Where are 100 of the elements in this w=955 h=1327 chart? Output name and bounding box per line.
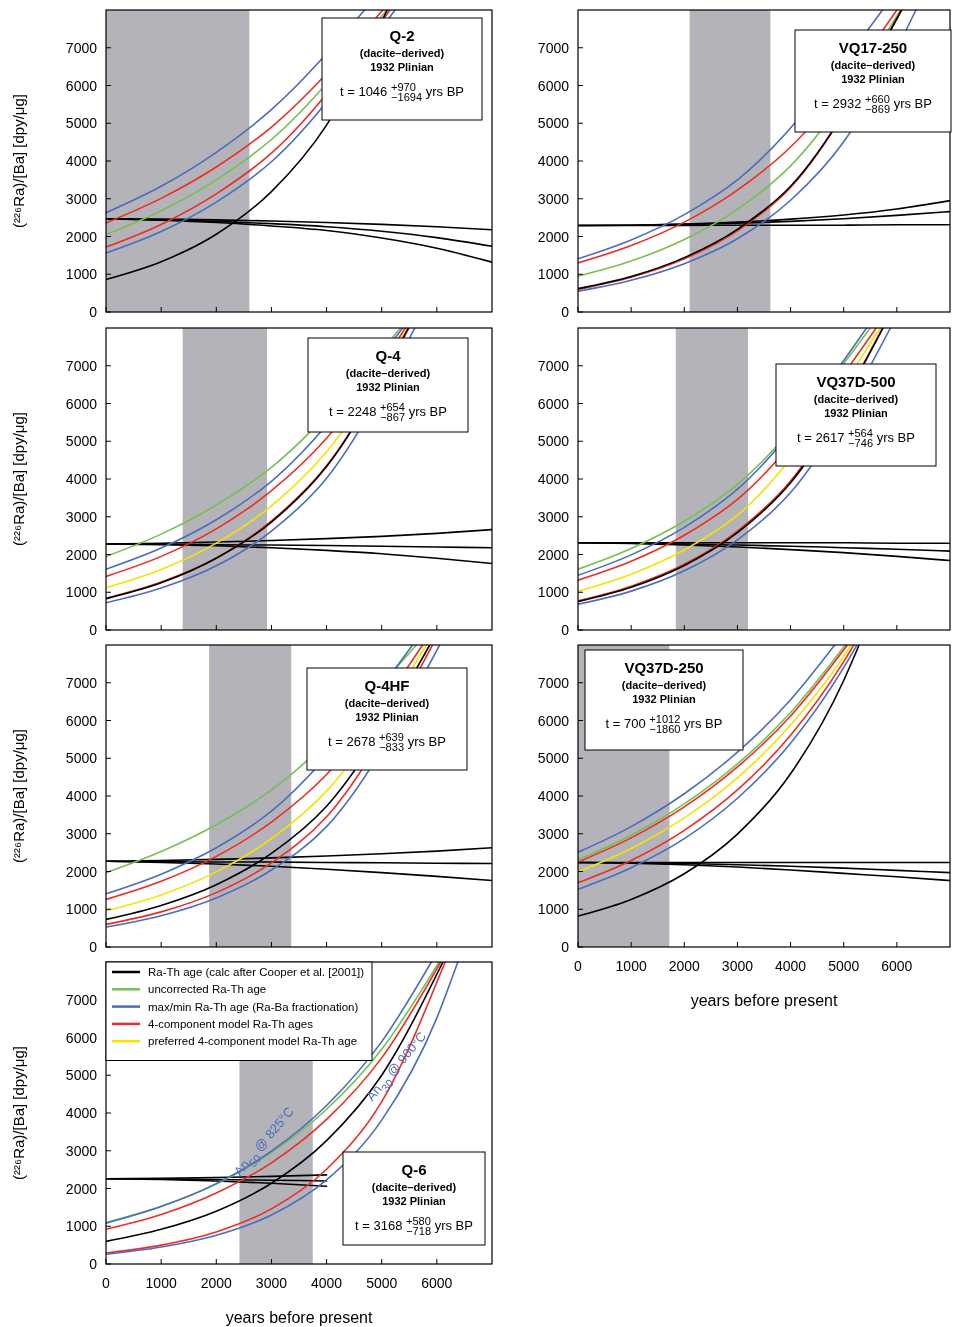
- y-tick-label: 6000: [65, 712, 98, 729]
- annotation: t = 3168 $^{+580}$$_{−718}$ yrs BP: [355, 1214, 473, 1238]
- x-tick-label: 1000: [615, 958, 647, 974]
- y-tick-label: 5000: [65, 1067, 98, 1084]
- y-tick-label: 7000: [65, 674, 98, 691]
- y-tick-label: 7000: [65, 357, 98, 374]
- y-tick-label: 2000: [65, 546, 98, 563]
- x-axis-title: years before present: [690, 992, 838, 1009]
- y-tick-label: 5000: [65, 750, 98, 767]
- annotation: t = 1046 $^{+970}$$_{−1694}$ yrs BP: [339, 80, 465, 104]
- y-tick-label: 2000: [537, 228, 570, 245]
- annotation: 1932 Plinian: [356, 381, 421, 393]
- y-tick-label: 7000: [537, 39, 570, 56]
- y-tick-label: 1000: [537, 901, 570, 918]
- text: (dacite–derived): [345, 367, 431, 379]
- y-tick-label: 3000: [65, 190, 98, 207]
- y-tick-label: 1000: [537, 584, 570, 601]
- y-tick-label: 0: [561, 939, 570, 955]
- text: (dacite–derived): [621, 679, 707, 691]
- annotation: 1932 Plinian: [355, 711, 420, 723]
- text: Q-2: [389, 27, 415, 44]
- y-tick-label: 0: [89, 939, 98, 955]
- x-tick-label: 6000: [881, 958, 913, 974]
- text: (dacite–derived): [371, 1181, 457, 1193]
- y-tick-label: 1000: [65, 1218, 98, 1235]
- text: (dacite–derived): [344, 697, 430, 709]
- y-tick-label: 0: [89, 304, 98, 320]
- x-tick-label: 4000: [774, 958, 807, 974]
- x-tick-label: 5000: [366, 1275, 398, 1291]
- x-tick-label: 0: [102, 1275, 111, 1291]
- x-tick-label: 5000: [828, 958, 860, 974]
- y-tick-label: 4000: [65, 153, 98, 169]
- y-axis-title: (²²⁶Ra)/[Ba] [dpy/μg]: [10, 411, 27, 547]
- annotation: t = 2932 $^{+660}$$_{−869}$ yrs BP: [814, 92, 932, 116]
- y-tick-label: 5000: [537, 433, 570, 450]
- y-tick-label: 3000: [537, 825, 570, 842]
- y-tick-label: 7000: [65, 991, 98, 1008]
- y-tick-label: 4000: [537, 788, 570, 804]
- x-tick-label: 6000: [421, 1275, 453, 1291]
- y-tick-label: 4000: [65, 1105, 98, 1121]
- text: (dacite–derived): [359, 47, 445, 59]
- y-tick-label: 6000: [537, 77, 570, 94]
- annotation: preferred 4-component model Ra-Th age: [148, 1035, 358, 1048]
- text: (dacite–derived): [813, 393, 899, 405]
- text: Q-4: [375, 347, 402, 364]
- y-tick-label: 2000: [65, 863, 98, 880]
- y-tick-label: 1000: [65, 584, 98, 601]
- text: VQ37D-500: [816, 373, 896, 390]
- annotation: 1932 Plinian: [382, 1195, 447, 1207]
- y-tick-label: 6000: [537, 712, 570, 729]
- legend-label: Ra-Th age (calc after Cooper et al. [2001]): [148, 966, 365, 978]
- y-tick-label: 4000: [65, 788, 98, 804]
- legend-label: max/min Ra-Th age (Ra-Ba fractionation): [148, 1000, 359, 1013]
- text: Q-6: [401, 1161, 427, 1178]
- x-tick-label: 1000: [145, 1275, 177, 1291]
- y-tick-label: 7000: [65, 39, 98, 56]
- y-tick-label: 3000: [65, 1142, 98, 1159]
- legend-label: uncorrected Ra-Th age: [148, 983, 267, 996]
- y-tick-label: 4000: [537, 153, 570, 169]
- y-tick-label: 1000: [65, 901, 98, 918]
- y-tick-label: 2000: [65, 1180, 98, 1197]
- y-tick-label: 3000: [65, 508, 98, 525]
- y-tick-label: 6000: [65, 1029, 98, 1046]
- annotation: 1932 Plinian: [824, 407, 889, 419]
- y-tick-label: 5000: [537, 115, 570, 132]
- y-tick-label: 7000: [537, 357, 570, 374]
- y-tick-label: 1000: [537, 266, 570, 283]
- y-tick-label: 2000: [537, 546, 570, 563]
- y-tick-label: 3000: [65, 825, 98, 842]
- text: Q-4HF: [364, 677, 410, 694]
- y-tick-label: 3000: [537, 190, 570, 207]
- annotation: t = 700 $^{+1012}$$_{−1860}$ yrs BP: [605, 712, 723, 736]
- annotation: 1932 Plinian: [370, 61, 435, 73]
- text: VQ17-250: [838, 39, 908, 56]
- x-tick-label: 2000: [668, 958, 701, 974]
- y-tick-label: 7000: [537, 674, 570, 691]
- text: VQ37D-250: [624, 659, 704, 676]
- legend-label: 4-component model Ra-Th ages: [148, 1017, 314, 1030]
- y-axis-title: (²²⁶Ra)/[Ba] [dpy/μg]: [10, 728, 27, 864]
- x-axis-title: years before present: [225, 1309, 373, 1326]
- annotation: 1932 Plinian: [841, 73, 906, 85]
- x-tick-label: 3000: [721, 958, 754, 974]
- y-tick-label: 6000: [65, 395, 98, 412]
- x-tick-label: 0: [574, 958, 583, 974]
- x-tick-label: 2000: [200, 1275, 233, 1291]
- y-tick-label: 5000: [537, 750, 570, 767]
- y-tick-label: 3000: [537, 508, 570, 525]
- y-tick-label: 2000: [65, 228, 98, 245]
- y-tick-label: 5000: [65, 433, 98, 450]
- annotation: 1932 Plinian: [632, 693, 697, 705]
- annotation: t = 2678 $^{+639}$$_{−833}$ yrs BP: [328, 730, 446, 754]
- y-tick-label: 4000: [537, 471, 570, 487]
- y-tick-label: 6000: [537, 395, 570, 412]
- x-tick-label: 3000: [255, 1275, 288, 1291]
- x-tick-label: 4000: [310, 1275, 343, 1291]
- annotation: t = 2248 $^{+654}$$_{−867}$ yrs BP: [329, 400, 447, 424]
- y-axis-title: (²²⁶Ra)/[Ba] [dpy/μg]: [10, 1045, 27, 1181]
- y-tick-label: 0: [89, 1256, 98, 1272]
- y-tick-label: 0: [561, 622, 570, 638]
- y-tick-label: 5000: [65, 115, 98, 132]
